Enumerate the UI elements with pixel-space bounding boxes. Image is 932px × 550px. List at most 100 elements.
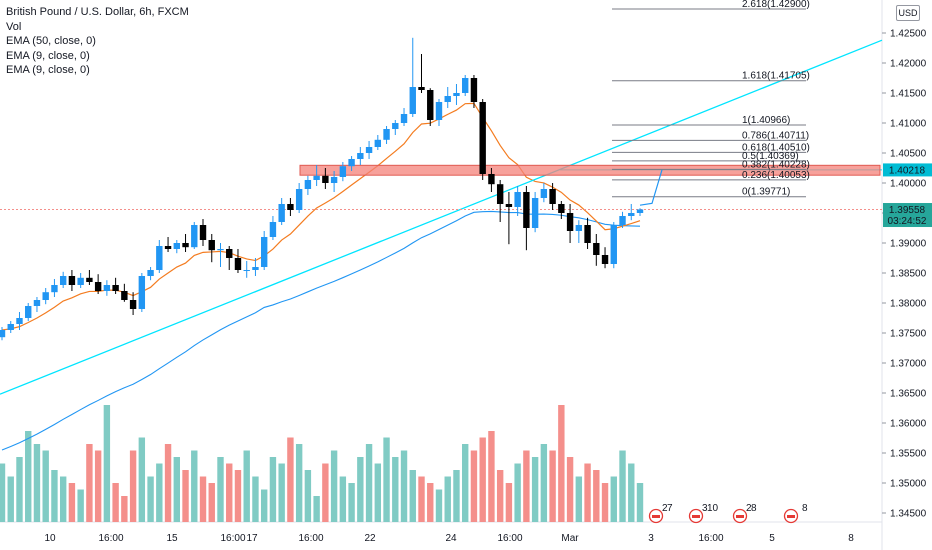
candle-body [383,129,390,140]
candle-body [208,240,215,251]
event-sub-count: 8 [802,503,808,514]
volume-bar [217,457,224,522]
projection-arrow [639,169,663,206]
candle-body [304,180,312,189]
candle-body [269,222,277,237]
volume-bar [199,476,207,522]
volume-bar [16,457,23,522]
volume-bar [7,476,14,522]
volume-bar [164,444,172,522]
candle-body [496,184,504,204]
volume-bar [252,476,259,522]
candle-body [531,198,539,228]
volume-bar [566,457,574,522]
time-axis-label: 24 [445,533,457,544]
fib-level-label: 0(1.39771) [742,187,790,198]
volume-bar [400,450,408,522]
event-count: 2 [662,503,668,514]
candle-body [400,114,408,123]
volume-bar [68,483,76,522]
candle-body [112,285,119,291]
trend-line [0,39,883,395]
legend-vol: Vol [6,20,22,33]
currency-button[interactable]: USD [896,5,920,21]
candle-body [357,153,364,159]
event-flag-stripe [736,515,744,518]
volume-bar [523,450,530,522]
volume-bar [444,476,451,522]
current-price-label-bg [883,203,932,228]
volume-bar [348,483,355,522]
event-count: 2 [746,503,752,514]
candle-body [164,246,172,249]
time-axis-label: 16:00 [220,533,245,544]
price-tick-label: 1.39000 [890,239,927,250]
current-price-label-countdown: 03:24:52 [888,216,927,227]
event-sub-count: 10 [707,503,719,514]
price-tick-label: 1.41000 [890,119,927,130]
price-tick-label: 1.37000 [890,359,927,370]
volume-bar [33,444,41,522]
candle-body [593,243,600,255]
candle-body [619,216,626,225]
price-tick-label: 1.40000 [890,179,927,190]
candle-body [470,78,478,102]
time-axis-label: 5 [769,533,775,544]
volume-bar [383,437,390,522]
price-tick-label: 1.42500 [890,29,927,40]
candle-body [462,78,469,93]
price-tick-label: 1.42000 [890,59,927,70]
volume-bar [584,463,591,522]
fib-level-label: 0.618(1.40510) [742,142,810,153]
candle-body [0,330,6,338]
volume-bar [94,450,102,522]
volume-bar [531,457,539,522]
candle-body [339,166,347,177]
candle-body [628,213,635,216]
candle-body [313,175,320,180]
candle-body [191,225,198,248]
time-axis-label: 16:00 [698,533,723,544]
candle-body [147,270,154,276]
volume-bar [182,470,189,522]
volume-bar [226,463,233,522]
volume-bar [462,444,469,522]
event-flag-stripe [692,515,700,518]
candle-body [295,189,303,210]
time-axis-label: 8 [848,533,854,544]
volume-bar [59,476,67,522]
candle-body [86,277,93,282]
volume-bar [488,431,495,522]
event-sub-count: 8 [751,503,757,514]
event-flag-stripe [652,515,660,518]
chart-legend: British Pound / U.S. Dollar, 6h, FXCM Vo… [6,5,189,78]
volume-bar [260,489,268,522]
price-tick-label: 1.40500 [890,149,927,160]
time-axis-label: 10 [44,533,56,544]
price-tick-label: 1.38000 [890,299,927,310]
candle-body [610,225,617,264]
time-axis-label: 16:00 [497,533,522,544]
volume-bar [593,470,600,522]
ema-9-line [1,102,641,331]
volume-bar [628,463,635,522]
volume-bar [103,405,111,522]
volume-bar [496,470,504,522]
marker-price-label: 1.40218 [889,165,926,176]
candle-body [77,277,84,285]
volume-bar [287,437,294,522]
candle-body [322,175,329,183]
candle-body [156,246,163,270]
event-flag-stripe [787,515,795,518]
candle-body [584,225,591,243]
candle-body [365,147,373,153]
candle-body [409,87,416,114]
candle-body [129,300,137,309]
price-tick-label: 1.36000 [890,419,927,430]
price-tick-label: 1.35000 [890,479,927,490]
candle-body [138,276,146,309]
candle-body [505,204,513,207]
candle-body [260,237,268,267]
